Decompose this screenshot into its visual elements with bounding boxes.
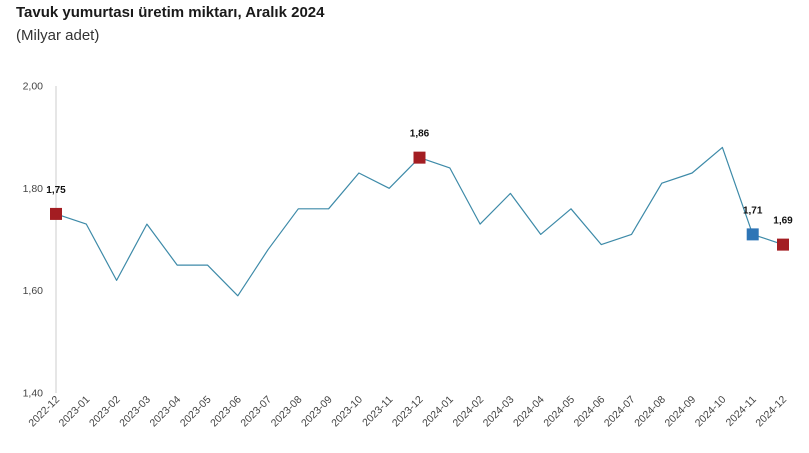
x-tick-label: 2024-04 <box>511 394 547 430</box>
data-point-marker <box>413 151 426 164</box>
x-tick-label: 2024-09 <box>663 394 699 430</box>
x-tick-label: 2023-09 <box>299 394 335 430</box>
y-tick-label: 1,60 <box>23 285 44 297</box>
x-tick-label: 2023-12 <box>390 394 426 430</box>
x-tick-label: 2023-04 <box>148 394 184 430</box>
x-tick-label: 2024-01 <box>420 394 456 430</box>
x-tick-label: 2024-11 <box>724 394 759 429</box>
x-tick-label: 2024-07 <box>602 394 638 430</box>
y-tick-label: 2,00 <box>23 81 44 93</box>
data-point-marker <box>777 238 789 251</box>
x-tick-label: 2023-05 <box>178 394 214 430</box>
x-tick-label: 2023-02 <box>87 394 123 430</box>
x-tick-label: 2024-12 <box>753 394 789 430</box>
y-tick-label: 1,80 <box>23 183 44 195</box>
data-point-marker <box>746 228 759 241</box>
x-tick-label: 2023-10 <box>329 394 365 430</box>
x-tick-label: 2024-02 <box>450 394 486 430</box>
data-label: 1,69 <box>773 216 793 227</box>
y-tick-label: 1,40 <box>23 388 44 400</box>
x-tick-label: 2024-05 <box>541 394 577 430</box>
x-tick-label: 2024-06 <box>572 394 608 430</box>
x-tick-label: 2023-01 <box>57 394 93 430</box>
x-tick-label: 2024-10 <box>693 394 729 430</box>
data-point-marker <box>50 207 62 220</box>
x-tick-label: 2023-11 <box>360 394 395 429</box>
data-label: 1,71 <box>743 205 763 216</box>
data-label: 1,86 <box>410 129 430 140</box>
x-tick-label: 2024-03 <box>481 394 517 430</box>
x-tick-label: 2023-03 <box>117 394 153 430</box>
data-label: 1,75 <box>46 185 66 196</box>
x-tick-label: 2023-06 <box>208 394 244 430</box>
chart-subtitle: (Milyar adet) <box>16 27 100 44</box>
series-line <box>55 146 784 297</box>
x-tick-label: 2024-08 <box>632 394 668 430</box>
chart-title: Tavuk yumurtası üretim miktarı, Aralık 2… <box>16 4 325 21</box>
x-tick-label: 2023-08 <box>269 394 305 430</box>
x-tick-label: 2023-07 <box>238 394 274 430</box>
